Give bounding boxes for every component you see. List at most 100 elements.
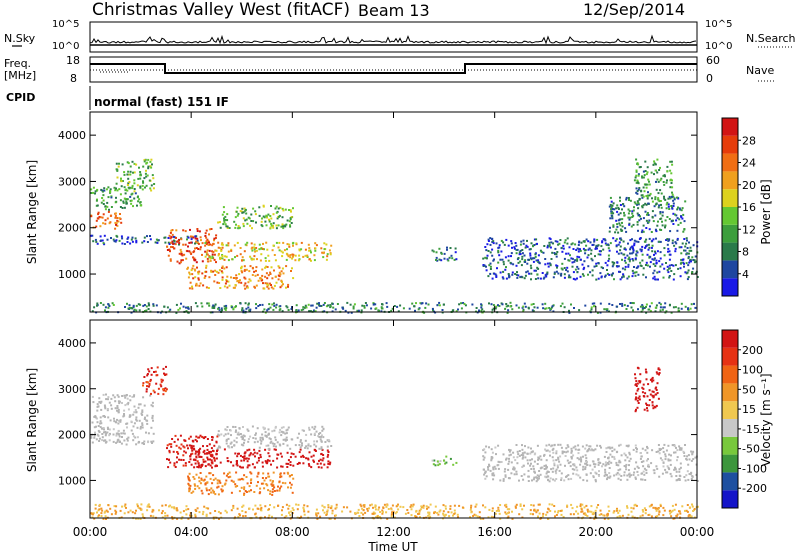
velocity-cell (210, 487, 213, 490)
velocity-cell (128, 395, 131, 397)
velocity-cell (137, 406, 140, 409)
power-cell (480, 303, 483, 306)
velocity-cell (354, 512, 356, 515)
velocity-cell (647, 458, 649, 461)
velocity-ytick-label: 4000 (58, 337, 86, 350)
velocity-cell (602, 463, 605, 466)
velocity-cell (657, 367, 660, 370)
power-cell (610, 206, 613, 209)
power-cell (315, 244, 318, 247)
power-cell (196, 241, 199, 244)
power-cell (664, 175, 666, 178)
power-cell (270, 222, 273, 225)
velocity-cell (647, 383, 650, 386)
power-cell (563, 306, 566, 309)
power-cell (212, 251, 215, 253)
velocity-cell (212, 449, 214, 452)
power-cell (197, 278, 200, 281)
power-cell (254, 250, 257, 253)
velocity-cell (230, 441, 233, 444)
power-cell (131, 307, 134, 310)
power-cell (150, 158, 153, 161)
velocity-cell (434, 505, 437, 508)
velocity-cell (206, 438, 209, 440)
power-cell (544, 263, 547, 266)
velocity-cell (482, 517, 485, 520)
velocity-cell (236, 507, 239, 510)
velocity-cell (552, 478, 555, 481)
velocity-cell (135, 509, 137, 512)
power-cell (237, 225, 240, 227)
velocity-cell (173, 462, 176, 465)
velocity-cell (327, 453, 330, 456)
power-cell (256, 273, 259, 276)
velocity-cell (664, 468, 667, 471)
velocity-cell (667, 466, 670, 469)
velocity-cell (285, 439, 288, 441)
power-cell (509, 305, 512, 308)
power-cell (191, 267, 194, 270)
velocity-cell (289, 481, 291, 484)
power-cell (264, 275, 267, 278)
power-cell (629, 199, 632, 202)
velocity-cell (92, 512, 95, 515)
velocity-cell (187, 477, 190, 480)
power-cell (270, 284, 272, 286)
power-cell (579, 258, 582, 261)
velocity-cell (206, 456, 209, 459)
velocity-cell (200, 478, 203, 481)
freq-label-1: Freq. (4, 57, 31, 70)
velocity-cell (556, 466, 559, 469)
power-cell (208, 255, 211, 258)
velocity-cell (298, 461, 301, 464)
power-cell (212, 270, 215, 273)
velocity-cell (561, 450, 564, 453)
velocity-cell (209, 458, 211, 461)
velocity-cell (253, 441, 256, 444)
power-cell (486, 243, 489, 246)
power-cell (693, 259, 696, 262)
power-cell (683, 249, 685, 252)
velocity-cell (125, 422, 128, 425)
power-cell (275, 303, 278, 306)
velocity-cell (219, 461, 222, 464)
power-cell (616, 265, 619, 268)
velocity-cell (569, 513, 572, 516)
power-cell (649, 192, 652, 195)
power-cell (194, 276, 197, 279)
velocity-cell (198, 511, 201, 514)
velocity-cell (262, 472, 265, 475)
power-cell (209, 243, 212, 246)
velocity-cell (640, 478, 643, 481)
x-tick-label: 20:00 (579, 525, 614, 539)
velocity-cell (176, 509, 179, 512)
velocity-cell (313, 460, 315, 463)
velocity-cell (638, 381, 641, 384)
velocity-colorbar-tick: -100 (742, 462, 767, 475)
power-cell (152, 177, 155, 180)
power-cell (111, 302, 114, 305)
power-cell (375, 307, 378, 310)
velocity-cell (529, 512, 532, 515)
power-cell (666, 238, 669, 241)
velocity-cell (211, 482, 214, 485)
velocity-cell (116, 409, 118, 412)
velocity-cell (179, 434, 182, 437)
power-cell (617, 206, 620, 209)
velocity-cell (168, 458, 170, 461)
power-cell (289, 209, 292, 212)
power-cell (561, 262, 564, 265)
velocity-cell (315, 445, 318, 448)
velocity-cell (138, 419, 141, 422)
power-cell (616, 261, 619, 264)
power-cell (498, 254, 501, 257)
velocity-cell (628, 451, 631, 454)
power-cell (200, 239, 202, 242)
velocity-cell (613, 474, 616, 477)
velocity-cell (369, 504, 372, 507)
velocity-cell (550, 468, 553, 471)
frequency-trace (90, 63, 697, 74)
velocity-cell (97, 425, 100, 427)
power-cell (98, 216, 101, 218)
power-cell (556, 251, 559, 253)
